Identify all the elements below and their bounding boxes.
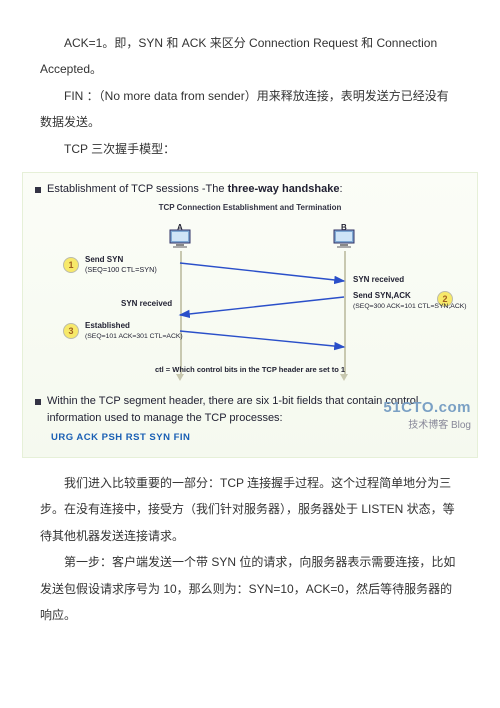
bullet-icon bbox=[35, 399, 41, 405]
paragraph-fin: FIN ：（No more data from sender）用来释放连接，表明… bbox=[40, 83, 460, 136]
step1-sub: (SEQ=100 CTL=SYN) bbox=[85, 265, 157, 274]
step1-text: Send SYN bbox=[85, 255, 123, 264]
step3-sub: (SEQ=101 ACK=301 CTL=ACK) bbox=[85, 333, 183, 340]
diagram-caption: ctl = Which control bits in the TCP head… bbox=[61, 365, 439, 374]
step2-recv-label: SYN received bbox=[121, 299, 172, 309]
step2-text: Send SYN,ACK bbox=[353, 291, 411, 300]
procline-text: URG ACK PSH RST SYN FIN bbox=[51, 432, 190, 443]
title-prefix: Establishment of TCP sessions -The bbox=[47, 183, 228, 195]
paragraph-step1: 第一步：客户端发送一个带 SYN 位的请求，向服务器表示需要连接，比如发送包假设… bbox=[40, 549, 460, 628]
step2-sub: (SEQ=300 ACK=101 CTL=SYN,ACK) bbox=[353, 303, 467, 310]
title-bold: three-way handshake bbox=[228, 183, 340, 195]
handshake-diagram: Establishment of TCP sessions -The three… bbox=[22, 172, 478, 458]
diagram-title: Establishment of TCP sessions -The three… bbox=[47, 181, 467, 198]
paragraph-process-intro: 我们进入比较重要的一部分：TCP 连接握手过程。这个过程简单地分为三步。在没有连… bbox=[40, 470, 460, 549]
diagram-title-row: Establishment of TCP sessions -The three… bbox=[33, 181, 467, 198]
step1-recv-label: SYN received bbox=[353, 275, 404, 285]
watermark-line2: 技术博客 Blog bbox=[383, 415, 471, 437]
step-3-badge: 3 bbox=[63, 323, 79, 339]
paragraph-ack: ACK=1。即，SYN 和 ACK 来区分 Connection Request… bbox=[40, 30, 460, 83]
watermark-line1: 51CTO.com bbox=[383, 400, 471, 415]
step-2-label: Send SYN,ACK (SEQ=300 ACK=101 CTL=SYN,AC… bbox=[353, 291, 467, 311]
step3-text: Established bbox=[85, 321, 130, 330]
diagram-subhead: TCP Connection Establishment and Termina… bbox=[33, 199, 467, 217]
step-1-badge: 1 bbox=[63, 257, 79, 273]
step-1-label: Send SYN (SEQ=100 CTL=SYN) bbox=[85, 255, 157, 274]
watermark: 51CTO.com 技术博客 Blog bbox=[383, 400, 471, 437]
handshake-area: A B 1 Send SYN (SEQ=100 CTL=SYN) SYN rec… bbox=[61, 219, 439, 391]
paragraph-model-title: TCP 三次握手模型： bbox=[40, 136, 460, 162]
bullet-icon bbox=[35, 187, 41, 193]
title-suffix: : bbox=[339, 183, 342, 195]
step-3-label: Established (SEQ=101 ACK=301 CTL=ACK) bbox=[85, 321, 183, 341]
